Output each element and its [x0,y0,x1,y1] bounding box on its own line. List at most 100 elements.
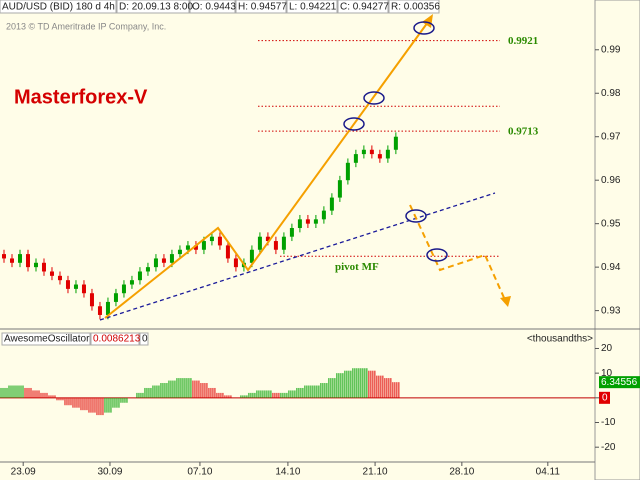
indicator-flag: 0 [142,334,148,345]
last-value-flag [599,376,640,389]
indicator-value: 0.0086213 [93,334,141,345]
candle-body [297,219,302,229]
oscillator-header: AwesomeOscillator 0.0086213 0 <thousandt… [1,332,593,346]
y-tick-label: 20 [601,343,613,354]
x-tick-label: 23.09 [11,467,36,478]
candle-body [65,280,70,289]
candle-body [233,258,238,268]
candle-body [201,241,206,250]
candle-body [377,154,382,159]
header-cell [1,332,91,346]
level-label: pivot MF [335,261,379,273]
header-cell [337,0,389,14]
y-tick-label: -20 [601,442,616,453]
candle-body [217,236,222,246]
arrow-head [500,296,511,307]
target-ellipse [413,21,435,35]
target-ellipse [405,209,427,223]
candle-body [345,162,350,181]
candle-body [25,254,30,268]
candle-body [73,284,78,289]
low: L: 0.94221 [289,2,337,13]
candle-body [313,219,318,224]
candle-body [289,228,294,237]
date: D: 20.09.13 8:00 [119,2,193,13]
candle-body [385,149,390,159]
last-value-label: 6.34556 [601,377,638,388]
header-cell [286,0,338,14]
candle-body [193,245,198,250]
y-tick-label: 0.97 [601,131,621,142]
copyright: 2013 © TD Ameritrade IP Company, Inc. [6,21,166,31]
candle-body [249,249,254,263]
projection-line [104,21,429,319]
indicator-name: AwesomeOscillator [4,334,90,345]
open: O: 0.9443 [192,2,236,13]
x-tick-label: 07.10 [187,467,212,478]
candle-body [257,236,262,250]
price-axis-area [594,0,640,480]
header-cell [116,0,190,14]
candle-body [305,219,310,224]
candle-body [129,280,134,285]
candle-body [273,241,278,250]
y-tick-label: 0.95 [601,218,621,229]
candle-body [41,262,46,272]
candle-body [337,180,342,198]
candle-body [265,236,270,242]
candle-body [49,271,54,276]
candle-body [353,154,358,163]
candle-body [177,249,182,255]
annotation-title: Masterforex-V [14,86,148,108]
projection-dashed [409,204,506,301]
candle-body [209,236,214,242]
candle-body [225,245,230,259]
candle-body [121,284,126,294]
x-tick-label: 14.10 [275,467,300,478]
candle-body [329,197,334,211]
candle-body [145,267,150,272]
x-tick-label: 30.09 [97,467,122,478]
high: H: 0.94577 [238,2,287,13]
candle-body [105,301,110,315]
y-tick-label: 0.94 [601,262,621,273]
y-tick-label: 0 [602,392,608,403]
candle-body [185,245,190,250]
candle-body [393,136,398,150]
target-ellipse [363,91,385,105]
candle-body [113,293,118,302]
y-tick-label: 0.98 [601,88,621,99]
zero-flag [599,391,610,404]
candle-body [9,258,14,263]
candle-body [321,210,326,220]
header-cell [90,332,140,346]
candle-body [281,236,286,250]
level-label: 0.9921 [508,35,538,47]
candle-body [361,149,366,155]
symbol: AUD/USD (BID) 180 d 4h [2,2,115,13]
y-tick-label: 0.99 [601,44,621,55]
units: <thousandths> [527,334,593,345]
range: R: 0.00356 [391,2,440,13]
candle-body [137,271,142,281]
target-ellipse [426,248,448,262]
header-cell [0,0,117,14]
x-tick-label: 04.11 [536,467,561,478]
header-cell [189,0,236,14]
candle-body [97,306,102,315]
x-tick-label: 21.10 [363,467,388,478]
y-tick-label: -10 [601,417,616,428]
candle-body [89,293,94,307]
trend-line [99,192,496,321]
candle-body [33,262,38,268]
candle-body [153,258,158,268]
candle-body [81,284,86,294]
y-tick-label: 10 [601,368,613,379]
y-tick-label: 0.96 [601,175,621,186]
candle-body [169,254,174,263]
candle-body [161,258,166,263]
annotations [99,14,511,321]
header-cell [388,0,440,14]
